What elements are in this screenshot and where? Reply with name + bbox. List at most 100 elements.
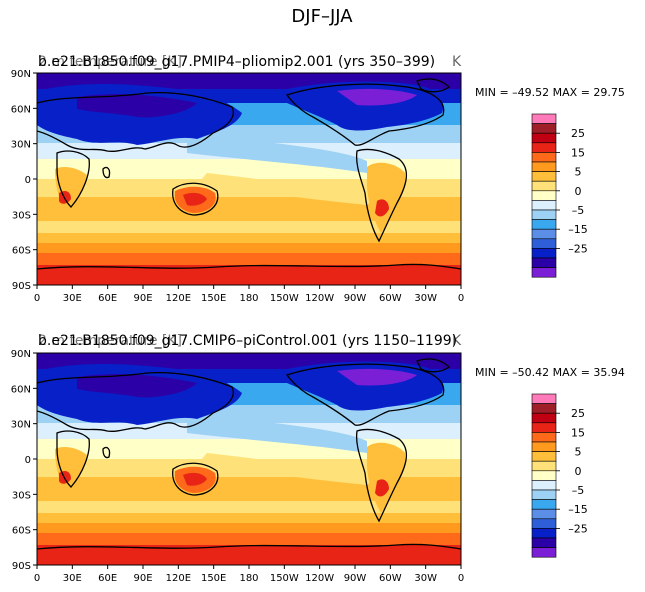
panel-2-units: K: [452, 333, 462, 349]
colorbar-box: [531, 219, 557, 230]
colorbar-box: [531, 470, 557, 481]
colorbar-box: [531, 393, 557, 404]
colorbar-box: [531, 480, 557, 491]
colorbar-box: [531, 190, 557, 201]
y-tick-label: 30S: [12, 210, 31, 221]
x-tick-label: 60E: [98, 573, 117, 584]
panel-1: b.e21.B1850.f09_g17.PMIP4–pliomip2.001 (…: [11, 54, 625, 304]
colorbar-box: [531, 267, 557, 278]
colorbar-label: –15: [568, 503, 588, 516]
x-tick-label: 30W: [414, 573, 437, 584]
colorbar-box: [531, 518, 557, 529]
y-tick-label: 60S: [12, 246, 31, 257]
x-tick-label: 120E: [166, 573, 191, 584]
x-tick-label: 60W: [379, 293, 402, 304]
x-tick-label: 0: [34, 573, 40, 584]
y-tick-label: 60N: [11, 384, 31, 395]
x-tick-label: 150W: [270, 573, 299, 584]
colorbar-box: [531, 228, 557, 240]
x-tick-label: 30E: [63, 293, 82, 304]
colorbar-box: [531, 180, 557, 192]
colorbar-box: [531, 171, 557, 182]
panel-2-stats: MIN = –50.42 MAX = 35.94: [475, 366, 625, 379]
y-tick-label: 60N: [11, 104, 31, 115]
x-tick-label: 60E: [98, 293, 117, 304]
x-tick-label: 120W: [305, 573, 334, 584]
y-tick-label: 90S: [12, 561, 31, 572]
colorbar-box: [531, 432, 557, 443]
x-tick-label: 90E: [133, 573, 152, 584]
colorbar-box: [531, 209, 557, 220]
y-tick-label: 90N: [11, 69, 31, 80]
colorbar-box: [531, 238, 557, 249]
colorbar-label: 0: [575, 465, 582, 478]
colorbar-box: [531, 142, 557, 153]
colorbar-label: 5: [575, 446, 582, 459]
figure-title: DJF–JJA: [291, 6, 353, 27]
panel-2-title: b.e21.B1850.f09_g17.CMIP6–piControl.001 …: [38, 333, 457, 349]
panel-2-colorbar: 25 15 5 0 –5 –15 –25: [531, 393, 588, 558]
panel-2-axes: 0 30E 60E 90E 120E 150E 180 150W 120W 90W 60W 30W 09…: [11, 349, 464, 584]
x-tick-label: 0: [458, 573, 464, 584]
panel-1-stats: MIN = –49.52 MAX = 29.75: [475, 86, 625, 99]
colorbar-box: [531, 508, 557, 520]
colorbar-box: [531, 132, 557, 144]
panel-1-map: [36, 72, 462, 286]
y-tick-label: 30N: [11, 140, 31, 151]
y-tick-label: 90S: [12, 281, 31, 292]
colorbar-box: [531, 441, 557, 452]
colorbar-box: [531, 528, 557, 539]
y-tick-label: 30N: [11, 420, 31, 431]
x-tick-label: 150E: [201, 573, 226, 584]
x-tick-label: 150E: [201, 293, 226, 304]
colorbar-label: 0: [575, 185, 582, 198]
x-tick-label: 90W: [344, 293, 367, 304]
colorbar-box: [531, 451, 557, 462]
x-tick-label: 30W: [414, 293, 437, 304]
y-tick-label: 0: [25, 455, 31, 466]
colorbar-box: [531, 547, 557, 558]
panel-1-left-title: 2 m temperature [K]: [38, 54, 182, 70]
colorbar-box: [531, 152, 557, 163]
x-tick-label: 90W: [344, 573, 367, 584]
colorbar-label: –25: [568, 242, 588, 255]
y-tick-label: 30S: [12, 490, 31, 501]
colorbar-label: 25: [571, 127, 585, 140]
x-tick-label: 90E: [133, 293, 152, 304]
colorbar-label: 25: [571, 407, 585, 420]
colorbar-box: [531, 499, 557, 510]
x-tick-label: 0: [458, 293, 464, 304]
colorbar-box: [531, 123, 557, 134]
y-tick-label: 60S: [12, 526, 31, 537]
colorbar-label: –25: [568, 522, 588, 535]
x-tick-label: 120E: [166, 293, 191, 304]
colorbar-box: [531, 161, 557, 172]
panel-1-units: K: [452, 54, 462, 70]
x-tick-label: 30E: [63, 573, 82, 584]
colorbar-label: –15: [568, 223, 588, 236]
colorbar-box: [531, 257, 557, 268]
colorbar-box: [531, 537, 557, 548]
x-tick-label: 60W: [379, 573, 402, 584]
colorbar-label: –5: [572, 484, 585, 497]
y-tick-label: 90N: [11, 349, 31, 360]
x-tick-label: 150W: [270, 293, 299, 304]
colorbar-label: 15: [571, 426, 585, 439]
x-tick-label: 120W: [305, 293, 334, 304]
x-tick-label: 0: [34, 293, 40, 304]
colorbar-label: –5: [572, 204, 585, 217]
y-tick-label: 0: [25, 175, 31, 186]
colorbar-box: [531, 113, 557, 124]
x-tick-label: 180: [239, 293, 258, 304]
colorbar-box: [531, 489, 557, 500]
panel-2: b.e21.B1850.f09_g17.CMIP6–piControl.001 …: [11, 333, 625, 584]
colorbar-box: [531, 200, 557, 211]
panel-2-map: [36, 352, 462, 566]
colorbar-label: 5: [575, 166, 582, 179]
panel-2-left-title: 2 m temperature [K]: [38, 333, 182, 349]
colorbar-box: [531, 412, 557, 424]
panel-1-axes: 0 30E 60E 90E 120E 150E 180 150W 120W 90W 60W 30W 09…: [11, 69, 464, 304]
x-tick-label: 180: [239, 573, 258, 584]
panel-1-colorbar: 25 15 5 0 –5 –15 –25: [531, 113, 588, 278]
